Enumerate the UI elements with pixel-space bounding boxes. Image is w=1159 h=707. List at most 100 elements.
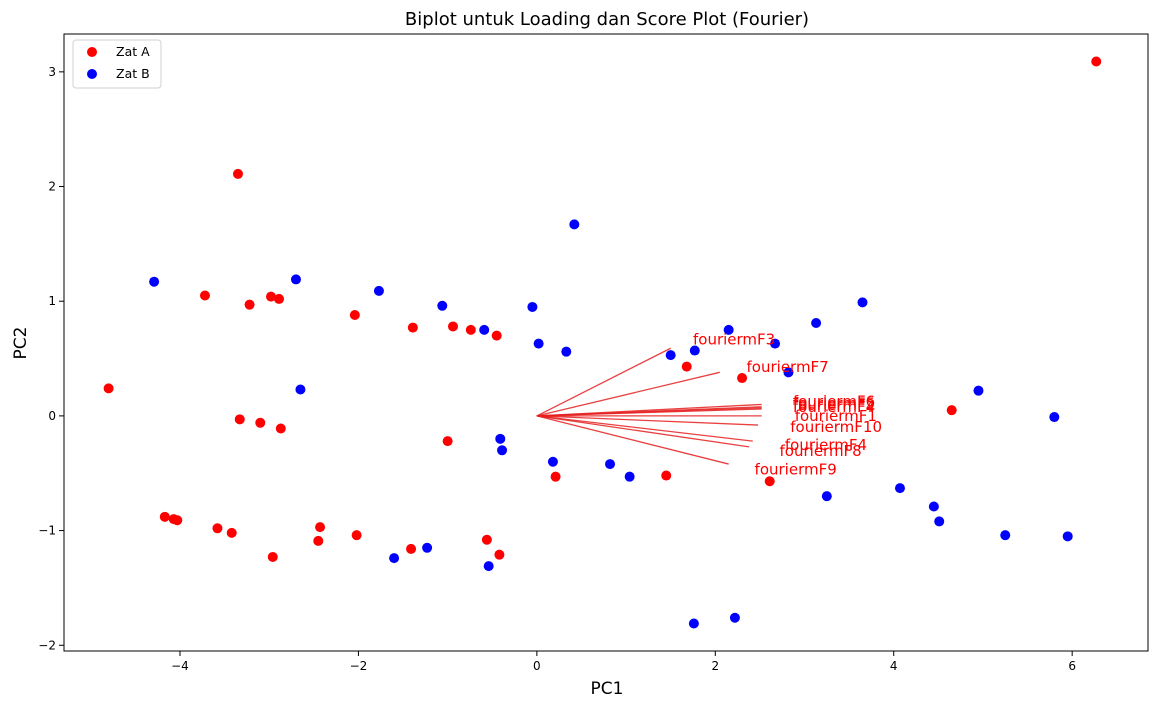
point-zat-a: [550, 471, 561, 482]
point-zat-a: [447, 321, 458, 332]
point-zat-a: [226, 527, 237, 538]
point-zat-a: [232, 168, 243, 179]
x-axis: −4 −2 0 2 4 6: [171, 651, 1076, 673]
point-zat-b: [1049, 412, 1060, 423]
point-zat-b: [569, 219, 580, 230]
point-zat-a: [275, 423, 286, 434]
y-tick-label: 2: [48, 180, 56, 194]
point-zat-a: [351, 530, 362, 541]
point-zat-b: [495, 433, 506, 444]
loading-label: fouriermF2: [793, 396, 875, 414]
loading-label: fouriermF4: [793, 398, 875, 416]
x-tick-label: 2: [711, 659, 719, 673]
point-zat-b: [894, 483, 905, 494]
y-tick-label: 3: [48, 65, 56, 79]
point-zat-a: [465, 324, 476, 335]
loading-vector: [536, 347, 671, 417]
loading-label: fouriermF8: [780, 442, 862, 460]
point-zat-b: [479, 324, 490, 335]
point-zat-b: [389, 553, 400, 564]
point-zat-a: [199, 290, 210, 301]
point-zat-a: [274, 293, 285, 304]
loading-vector: [536, 408, 762, 417]
y-tick-label: −2: [38, 638, 56, 652]
point-zat-a: [103, 383, 114, 394]
point-zat-b: [497, 445, 508, 456]
point-zat-b: [665, 350, 676, 361]
legend-label-zat-b: Zat B: [116, 66, 150, 81]
x-axis-title: PC1: [591, 679, 624, 699]
point-zat-b: [783, 367, 794, 378]
legend: Zat A Zat B: [72, 39, 162, 89]
point-zat-a: [661, 470, 672, 481]
point-zat-b: [811, 318, 822, 329]
point-zat-b: [821, 491, 832, 502]
loading-label: fouriermF3: [693, 331, 775, 349]
x-tick-label: −2: [350, 659, 368, 673]
x-tick-label: 0: [533, 659, 541, 673]
loading-label: fouriermF7: [747, 358, 829, 376]
point-zat-a: [349, 309, 360, 320]
loading-vector: [536, 415, 729, 465]
point-zat-a: [407, 322, 418, 333]
plot-area: fouriermF3 fouriermF7 fouriermF6fouriermF5…: [103, 56, 1102, 629]
point-zat-a: [406, 543, 417, 554]
point-zat-b: [973, 385, 984, 396]
loading-label: fouriermF10: [790, 418, 882, 436]
point-zat-b: [934, 516, 945, 527]
y-axis: −2 −1 0 1 2 3: [38, 65, 64, 652]
y-axis-title: PC2: [11, 327, 31, 360]
point-zat-b: [373, 285, 384, 296]
point-zat-b: [1000, 530, 1011, 541]
y-tick-label: 1: [48, 294, 56, 308]
legend-label-zat-a: Zat A: [116, 44, 150, 59]
point-zat-b: [1062, 531, 1073, 542]
point-zat-b: [770, 338, 781, 349]
point-zat-b: [527, 301, 538, 312]
point-zat-b: [688, 618, 699, 629]
y-tick-label: 0: [48, 409, 56, 423]
point-zat-a: [313, 535, 324, 546]
loading-label: fouriermF9: [755, 460, 837, 478]
point-zat-b: [605, 459, 616, 470]
point-zat-a: [212, 523, 223, 534]
loading-vector: [536, 415, 759, 426]
loading-label: fouriermF1: [795, 407, 877, 425]
x-tick-label: −4: [171, 659, 189, 673]
loading-label: fouriermF4: [785, 436, 867, 454]
loading-vector: [536, 415, 750, 448]
point-zat-a: [159, 511, 170, 522]
point-zat-b: [624, 471, 635, 482]
legend-marker-zat-b: [87, 69, 97, 79]
point-zat-a: [737, 373, 748, 384]
point-zat-a: [265, 291, 276, 302]
point-zat-a: [315, 522, 326, 533]
point-zat-a: [255, 417, 266, 428]
point-zat-a: [234, 414, 245, 425]
point-zat-b: [422, 542, 433, 553]
loading-label: fouriermF6: [793, 393, 875, 411]
x-tick-label: 6: [1068, 659, 1076, 673]
y-tick-label: −1: [38, 524, 56, 538]
chart-title: Biplot untuk Loading dan Score Plot (Fou…: [405, 9, 809, 30]
loading-vector: [536, 415, 753, 442]
point-zat-a: [481, 534, 492, 545]
point-zat-a: [494, 549, 505, 560]
point-zat-a: [764, 476, 775, 487]
point-zat-b: [533, 338, 544, 349]
point-zat-b: [295, 384, 306, 395]
point-zat-b: [483, 561, 494, 572]
legend-marker-zat-a: [87, 47, 97, 57]
point-zat-a: [442, 436, 453, 447]
loading-label: fouriermF5: [793, 394, 875, 412]
point-zat-b: [928, 501, 939, 512]
point-zat-a: [491, 330, 502, 341]
point-zat-b: [547, 456, 558, 467]
point-zat-b: [290, 274, 301, 285]
point-zat-a: [267, 551, 278, 562]
point-zat-b: [561, 346, 572, 357]
plot-frame: [63, 33, 1149, 652]
point-zat-b: [689, 345, 700, 356]
point-zat-b: [723, 324, 734, 335]
